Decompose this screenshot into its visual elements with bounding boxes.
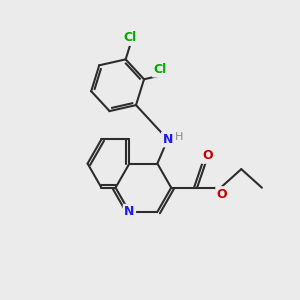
Text: O: O bbox=[217, 188, 227, 201]
Text: N: N bbox=[163, 133, 173, 146]
Text: N: N bbox=[124, 205, 135, 218]
Text: H: H bbox=[175, 132, 183, 142]
Text: O: O bbox=[202, 149, 213, 162]
Text: Cl: Cl bbox=[123, 32, 136, 44]
Text: Cl: Cl bbox=[153, 63, 167, 76]
